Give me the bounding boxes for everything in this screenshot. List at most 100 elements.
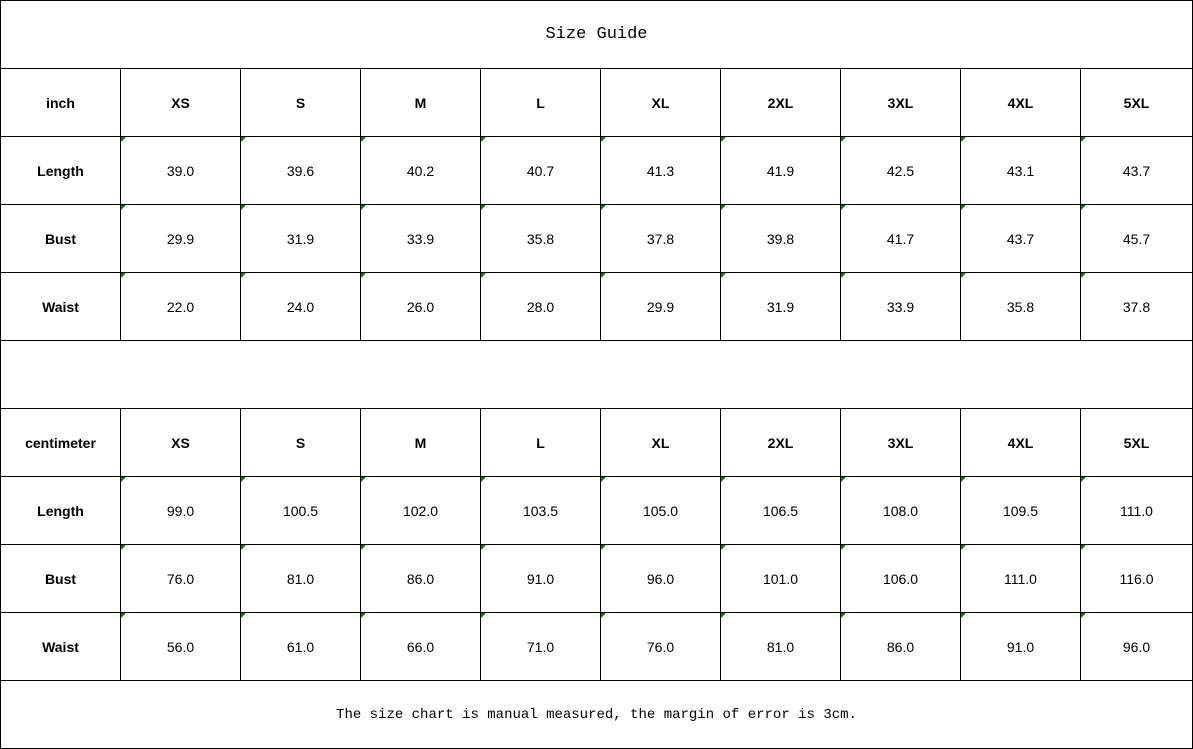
- size-header: 4XL: [960, 68, 1081, 137]
- value-text: 39.8: [766, 230, 795, 247]
- cell-marker-icon: [481, 205, 486, 210]
- value-text: 106.5: [762, 502, 799, 519]
- measure-value: 39.6: [240, 136, 361, 205]
- table-row: Length 99.0 100.5 102.0 103.5 105.0 106.5 108.0…: [0, 476, 1193, 545]
- measure-value: 31.9: [720, 272, 841, 341]
- page-title: Size Guide: [0, 0, 1193, 69]
- size-header: 5XL: [1080, 68, 1193, 137]
- value-text: 41.7: [886, 230, 915, 247]
- measure-value: 28.0: [480, 272, 601, 341]
- measure-value: 56.0: [120, 612, 241, 681]
- measure-value: 101.0: [720, 544, 841, 613]
- value-text: 66.0: [406, 638, 435, 655]
- measure-value: 26.0: [360, 272, 481, 341]
- cell-marker-icon: [121, 137, 126, 142]
- value-text: 43.7: [1006, 230, 1035, 247]
- value-text: 40.2: [406, 162, 435, 179]
- size-header: XS: [120, 408, 241, 477]
- cell-marker-icon: [841, 545, 846, 550]
- measure-value: 37.8: [600, 204, 721, 273]
- value-text: 81.0: [286, 570, 315, 587]
- value-text: 29.9: [646, 298, 675, 315]
- value-text: 116.0: [1119, 570, 1154, 587]
- measure-value: 109.5: [960, 476, 1081, 545]
- spacer-row: [0, 340, 1193, 409]
- value-text: 105.0: [642, 502, 679, 519]
- cell-marker-icon: [361, 205, 366, 210]
- cell-marker-icon: [961, 613, 966, 618]
- measure-label: Length: [0, 136, 121, 205]
- measure-value: 76.0: [600, 612, 721, 681]
- measure-value: 39.8: [720, 204, 841, 273]
- cell-marker-icon: [361, 545, 366, 550]
- value-text: 43.1: [1006, 162, 1035, 179]
- measure-value: 45.7: [1080, 204, 1193, 273]
- value-text: 31.9: [286, 230, 315, 247]
- measure-value: 31.9: [240, 204, 361, 273]
- value-text: 109.5: [1002, 502, 1039, 519]
- cell-marker-icon: [1081, 477, 1086, 482]
- value-text: 28.0: [526, 298, 555, 315]
- cell-marker-icon: [241, 273, 246, 278]
- value-text: 91.0: [526, 570, 555, 587]
- cell-marker-icon: [1081, 613, 1086, 618]
- cell-marker-icon: [361, 137, 366, 142]
- cell-marker-icon: [1081, 545, 1086, 550]
- cell-marker-icon: [361, 273, 366, 278]
- measure-value: 37.8: [1080, 272, 1193, 341]
- cell-marker-icon: [721, 613, 726, 618]
- measure-value: 43.7: [1080, 136, 1193, 205]
- measure-value: 91.0: [480, 544, 601, 613]
- measure-value: 91.0: [960, 612, 1081, 681]
- value-text: 39.6: [286, 162, 315, 179]
- value-text: 86.0: [886, 638, 915, 655]
- cell-marker-icon: [241, 613, 246, 618]
- measure-value: 99.0: [120, 476, 241, 545]
- value-text: 106.0: [882, 570, 919, 587]
- value-text: 43.7: [1122, 162, 1151, 179]
- cell-marker-icon: [841, 205, 846, 210]
- cell-marker-icon: [601, 273, 606, 278]
- cell-marker-icon: [481, 137, 486, 142]
- measure-value: 96.0: [600, 544, 721, 613]
- measure-value: 42.5: [840, 136, 961, 205]
- measure-label: Length: [0, 476, 121, 545]
- value-text: 45.7: [1122, 230, 1151, 247]
- size-header: 2XL: [720, 408, 841, 477]
- cell-marker-icon: [481, 613, 486, 618]
- footer-note-row: The size chart is manual measured, the m…: [0, 680, 1193, 749]
- cell-marker-icon: [841, 137, 846, 142]
- measure-value: 111.0: [1080, 476, 1193, 545]
- value-text: 103.5: [522, 502, 559, 519]
- size-header: 2XL: [720, 68, 841, 137]
- cell-marker-icon: [1081, 273, 1086, 278]
- measure-value: 102.0: [360, 476, 481, 545]
- cell-marker-icon: [241, 477, 246, 482]
- cell-marker-icon: [481, 273, 486, 278]
- measure-value: 33.9: [840, 272, 961, 341]
- cell-marker-icon: [841, 273, 846, 278]
- size-header: S: [240, 68, 361, 137]
- footer-note: The size chart is manual measured, the m…: [0, 680, 1193, 749]
- measure-value: 22.0: [120, 272, 241, 341]
- measure-label: Waist: [0, 272, 121, 341]
- value-text: 108.0: [882, 502, 919, 519]
- value-text: 33.9: [406, 230, 435, 247]
- value-text: 39.0: [166, 162, 195, 179]
- measure-value: 86.0: [840, 612, 961, 681]
- measure-value: 33.9: [360, 204, 481, 273]
- measure-value: 106.0: [840, 544, 961, 613]
- unit-label: inch: [0, 68, 121, 137]
- value-text: 111.0: [1004, 570, 1037, 587]
- value-text: 86.0: [406, 570, 435, 587]
- cell-marker-icon: [841, 477, 846, 482]
- value-text: 22.0: [166, 298, 195, 315]
- cell-marker-icon: [601, 613, 606, 618]
- cell-marker-icon: [1081, 137, 1086, 142]
- value-text: 99.0: [166, 502, 195, 519]
- cell-marker-icon: [961, 137, 966, 142]
- size-header: XS: [120, 68, 241, 137]
- value-text: 111.0: [1120, 502, 1153, 519]
- cell-marker-icon: [961, 477, 966, 482]
- cell-marker-icon: [241, 545, 246, 550]
